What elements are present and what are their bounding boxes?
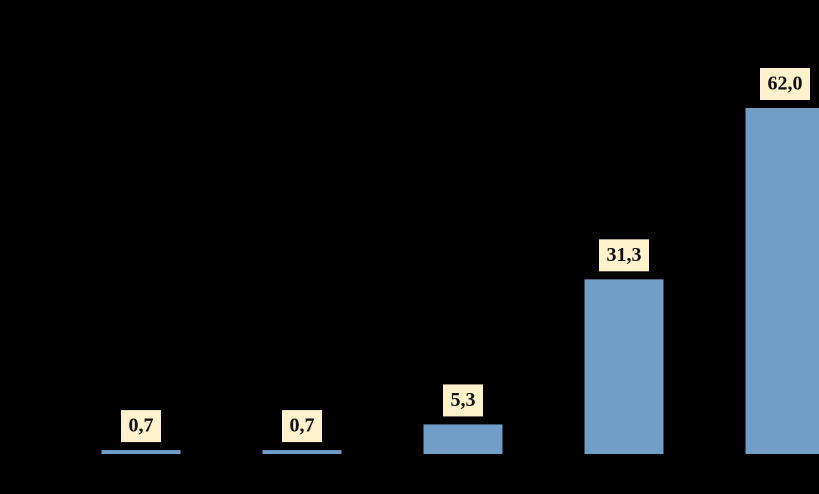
value-label: 0,7 (290, 415, 315, 437)
bar (745, 108, 819, 454)
value-label: 0,7 (129, 415, 154, 437)
value-label: 62,0 (768, 73, 803, 95)
value-label: 31,3 (607, 244, 642, 266)
bar (423, 424, 503, 454)
value-label-box (282, 410, 322, 443)
value-label-box (760, 68, 810, 100)
bar (584, 279, 664, 454)
value-label: 5,3 (451, 389, 476, 411)
bar (262, 450, 342, 454)
value-label-box (121, 410, 161, 443)
value-label-box (599, 239, 649, 272)
bar (101, 450, 181, 454)
value-label-box (443, 384, 483, 417)
